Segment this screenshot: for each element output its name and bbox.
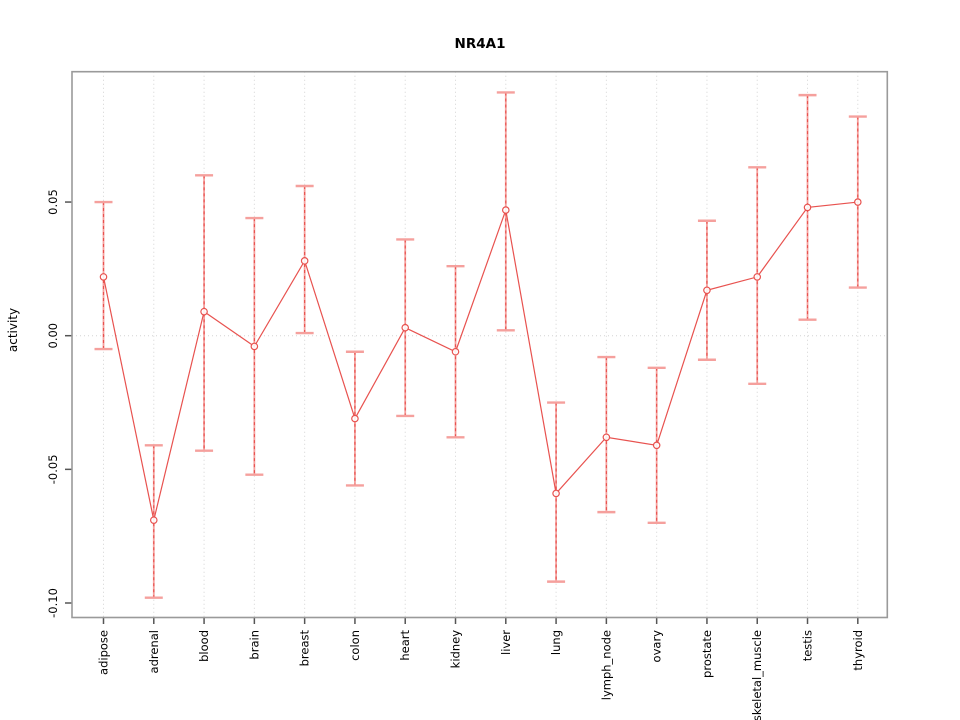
x-tick-label: skeletal_muscle — [750, 630, 764, 720]
y-tick-label: 0.05 — [46, 189, 60, 215]
x-tick-label: testis — [801, 630, 815, 661]
x-tick-label: thyroid — [851, 630, 865, 671]
x-tick-label: adrenal — [147, 630, 161, 673]
data-point — [401, 323, 410, 332]
plot-frame — [71, 70, 889, 619]
data-point — [703, 286, 711, 295]
data-point — [250, 342, 259, 351]
x-tick-label: lung — [549, 630, 563, 655]
x-tick-label: brain — [247, 630, 261, 660]
data-point — [99, 273, 108, 281]
x-tick-label: adipose — [97, 630, 111, 675]
x-tick-label: breast — [298, 630, 312, 667]
y-tick-label: 0.00 — [46, 323, 60, 349]
data-point — [200, 307, 208, 316]
data-point — [652, 441, 661, 450]
x-tick-label: liver — [499, 630, 513, 655]
y-tick-label: -0.05 — [46, 454, 60, 484]
data-point — [300, 257, 309, 265]
x-tick-label: blood — [197, 630, 211, 662]
data-point — [602, 433, 611, 442]
data-point — [351, 414, 359, 423]
data-point — [552, 489, 560, 498]
series-line — [102, 201, 858, 521]
data-point — [803, 203, 812, 212]
x-tick-label: ovary — [650, 630, 664, 663]
chart-title: NR4A1 — [454, 36, 506, 52]
data-point — [501, 206, 510, 214]
data-point — [753, 273, 762, 281]
data-point — [451, 347, 460, 356]
x-tick-label: prostate — [700, 630, 714, 678]
x-tick-label: lymph_node — [599, 630, 613, 700]
x-tick-label: heart — [398, 630, 412, 661]
x-tick-label: kidney — [449, 630, 463, 669]
data-point — [149, 516, 158, 524]
data-point — [854, 198, 862, 206]
y-tick-label: -0.10 — [46, 588, 60, 618]
x-tick-label: colon — [348, 630, 362, 661]
